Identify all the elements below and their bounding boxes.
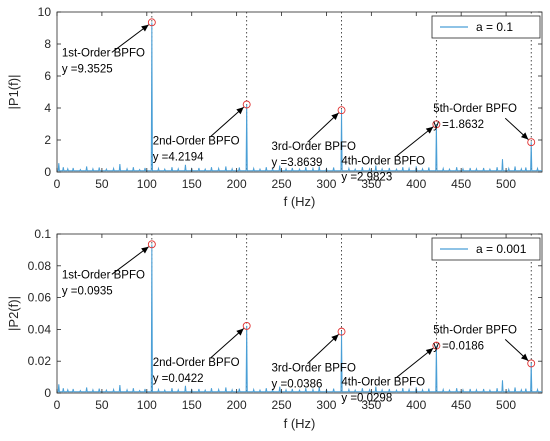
peak-marker bbox=[527, 359, 536, 368]
annotation-arrow bbox=[396, 347, 434, 379]
x-tick-label: 450 bbox=[451, 177, 471, 191]
peak-marker bbox=[337, 106, 346, 115]
x-tick-label: 350 bbox=[361, 177, 381, 191]
x-axis-label: f (Hz) bbox=[284, 194, 316, 209]
x-tick-label: 400 bbox=[406, 177, 426, 191]
x-tick-label: 200 bbox=[227, 398, 247, 412]
peak-marker bbox=[527, 138, 536, 147]
y-tick-label: 6 bbox=[44, 69, 51, 83]
x-tick-label: 50 bbox=[95, 398, 109, 412]
y-tick-label: 4 bbox=[44, 101, 51, 115]
x-tick-label: 0 bbox=[54, 177, 61, 191]
annotation-arrow bbox=[111, 24, 149, 53]
annotation-arrow bbox=[396, 126, 434, 157]
peak-value-label: y =0.0298 bbox=[341, 393, 392, 405]
annotation-arrowhead bbox=[425, 126, 434, 134]
x-tick-label: 100 bbox=[137, 177, 157, 191]
y-tick-label: 2 bbox=[44, 133, 51, 147]
peak-order-label: 5th-Order BPFO bbox=[433, 103, 517, 115]
x-axis-label: f (Hz) bbox=[284, 416, 316, 431]
top-spectrum-plot: 0 50 100 150 200 250 300 350 400 450 500 0 2 4 6 8 10 f (… bbox=[6, 5, 543, 209]
peak-value-label: y =0.0422 bbox=[153, 373, 204, 385]
peak-order-label: 3rd-Order BPFO bbox=[272, 363, 356, 375]
y-tick-label: 0.02 bbox=[28, 354, 52, 368]
annotation-arrow bbox=[210, 106, 245, 137]
legend-entry: a = 0.1 bbox=[476, 20, 513, 34]
spectrum-line bbox=[57, 244, 542, 393]
peak-marker bbox=[147, 18, 156, 27]
spectrum-line bbox=[57, 22, 542, 172]
y-tick-label: 0.1 bbox=[34, 227, 51, 241]
peak-value-label: y =0.0386 bbox=[272, 379, 323, 391]
peak-order-label: 4th-Order BPFO bbox=[341, 155, 425, 167]
peak-order-label: 3rd-Order BPFO bbox=[272, 141, 356, 153]
y-tick-label: 0 bbox=[44, 386, 51, 400]
annotation-arrowhead bbox=[236, 328, 244, 336]
x-tick-label: 200 bbox=[227, 177, 247, 191]
annotation-arrowhead bbox=[425, 348, 434, 355]
peak-order-label: 2nd-Order BPFO bbox=[153, 135, 240, 147]
peak-value-label: y =2.9823 bbox=[341, 171, 392, 183]
plot-frame bbox=[56, 233, 543, 394]
x-tick-label: 500 bbox=[496, 177, 516, 191]
peak-marker bbox=[242, 321, 251, 330]
x-tick-label: 0 bbox=[54, 398, 61, 412]
x-tick-label: 100 bbox=[137, 398, 157, 412]
y-axis-label: |P2(f)| bbox=[6, 296, 21, 331]
annotation-arrowhead bbox=[520, 353, 529, 361]
x-tick-label: 450 bbox=[451, 398, 471, 412]
x-tick-label: 400 bbox=[406, 398, 426, 412]
peak-order-label: 4th-Order BPFO bbox=[341, 377, 425, 389]
x-tick-label: 150 bbox=[182, 177, 202, 191]
y-axis-label: |P1(f)| bbox=[6, 75, 21, 110]
x-tick-label: 300 bbox=[316, 398, 336, 412]
peak-order-label: 1st-Order BPFO bbox=[62, 269, 145, 281]
peak-value-label: y =1.8632 bbox=[433, 119, 484, 131]
peak-value-label: y =4.2194 bbox=[153, 151, 204, 163]
plot-frame bbox=[56, 11, 543, 173]
bottom-spectrum-plot: 0 50 100 150 200 250 300 350 400 450 500 0 0.02 0.04 0… bbox=[6, 227, 543, 431]
y-tick-label: 0.06 bbox=[28, 291, 52, 305]
peak-marker bbox=[147, 240, 156, 249]
peak-order-label: 5th-Order BPFO bbox=[433, 324, 517, 336]
x-tick-label: 50 bbox=[95, 177, 109, 191]
x-tick-label: 350 bbox=[361, 398, 381, 412]
annotation-arrowhead bbox=[141, 246, 149, 254]
x-tick-label: 500 bbox=[496, 398, 516, 412]
y-tick-label: 10 bbox=[38, 5, 52, 19]
legend-box bbox=[431, 15, 541, 39]
y-tick-label: 8 bbox=[44, 37, 51, 51]
annotation-arrowhead bbox=[331, 112, 339, 121]
y-tick-label: 0 bbox=[44, 165, 51, 179]
peak-value-label: y =9.3525 bbox=[62, 63, 113, 75]
peak-marker bbox=[432, 120, 441, 129]
legend-box bbox=[431, 237, 541, 261]
annotation-arrow bbox=[111, 246, 149, 275]
x-tick-label: 250 bbox=[272, 398, 292, 412]
annotation-arrowhead bbox=[520, 132, 529, 140]
peak-order-label: 2nd-Order BPFO bbox=[153, 357, 240, 369]
annotation-arrowhead bbox=[236, 107, 244, 115]
x-tick-label: 250 bbox=[272, 177, 292, 191]
peak-value-label: y =3.8639 bbox=[272, 157, 323, 169]
annotation-arrow bbox=[210, 328, 245, 359]
peak-value-label: y =0.0935 bbox=[62, 285, 113, 297]
annotation-arrowhead bbox=[331, 334, 339, 342]
annotation-arrow bbox=[307, 112, 339, 143]
peak-marker bbox=[337, 327, 346, 336]
y-tick-label: 0.08 bbox=[28, 259, 52, 273]
peak-marker bbox=[432, 341, 441, 350]
legend-entry: a = 0.001 bbox=[476, 242, 527, 256]
peak-order-label: 1st-Order BPFO bbox=[62, 47, 145, 59]
peak-value-label: y =0.0186 bbox=[433, 340, 484, 352]
annotation-arrowhead bbox=[141, 24, 149, 32]
peak-marker bbox=[242, 100, 251, 109]
y-tick-label: 0.04 bbox=[28, 322, 52, 336]
x-tick-label: 300 bbox=[316, 177, 336, 191]
x-tick-label: 150 bbox=[182, 398, 202, 412]
annotation-arrow bbox=[307, 334, 339, 364]
